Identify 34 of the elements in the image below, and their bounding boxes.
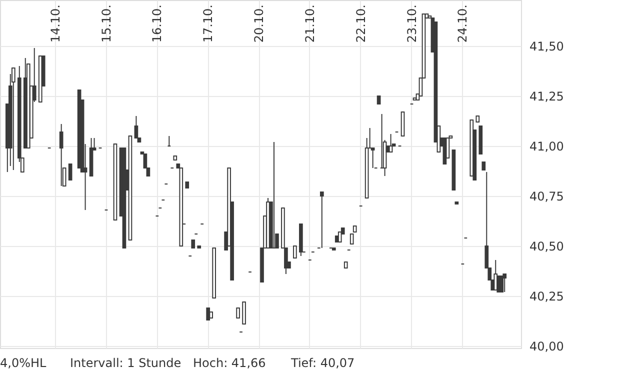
x-tick-label: 15.10.	[99, 4, 114, 43]
candlestick	[11, 68, 16, 170]
text: Intervall: 1 Stunde	[70, 356, 182, 370]
candlestick	[293, 246, 297, 258]
candlestick	[388, 134, 393, 152]
y-tick-label: 41,00	[530, 140, 564, 154]
candlestick	[59, 124, 64, 186]
y-tick-label: 40,50	[530, 240, 564, 254]
x-tick-label: 23.10.	[404, 4, 419, 43]
text: Tief: 40,07	[290, 356, 355, 370]
candlestick	[242, 302, 246, 324]
x-tick-label: 21.10.	[302, 4, 317, 43]
candlestick	[370, 148, 375, 168]
candlestick	[236, 308, 240, 318]
x-tick-label: 16.10.	[150, 4, 164, 43]
x-tick-label: 24.10.	[456, 4, 470, 43]
y-tick-label: 40,75	[530, 190, 564, 204]
candlestick	[502, 274, 507, 292]
y-tick-label: 40,25	[530, 290, 564, 304]
text: 4,0%HL	[0, 356, 47, 370]
candlestick	[338, 232, 342, 242]
candlestick	[400, 112, 405, 136]
y-tick-label: 41,25	[530, 90, 564, 104]
candlestick	[320, 192, 324, 248]
y-tick-label: 40,00	[530, 340, 564, 354]
x-tick-label: 20.10.	[252, 4, 266, 43]
x-tick-label: 14.10.	[48, 4, 62, 43]
text: Hoch: 41,66	[193, 356, 266, 370]
candlestick	[68, 164, 72, 180]
x-tick-label: 17.10.	[201, 4, 216, 43]
candlestick	[206, 308, 210, 320]
x-tick-label: 22.10.	[354, 4, 368, 43]
candlestick	[134, 116, 138, 138]
y-tick-label: 41,50	[530, 40, 564, 54]
